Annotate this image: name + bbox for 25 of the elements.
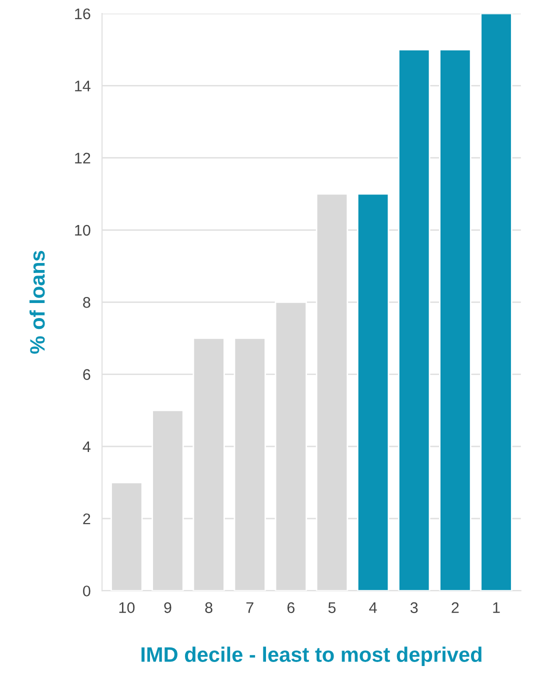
bar bbox=[480, 14, 512, 591]
y-tick-label: 16 bbox=[75, 8, 90, 20]
x-axis-title: IMD decile - least to most deprived bbox=[142, 646, 482, 666]
bar bbox=[439, 48, 472, 591]
y-tick-label: 4 bbox=[82, 441, 90, 452]
y-tick-label: 6 bbox=[83, 369, 90, 380]
x-tick-label: 4 bbox=[369, 602, 377, 613]
y-tick-label: 8 bbox=[83, 297, 90, 308]
x-tick-label: 2 bbox=[452, 602, 459, 613]
x-tick-label: 5 bbox=[328, 602, 336, 614]
x-tick-label: 1 bbox=[493, 602, 500, 613]
bar bbox=[356, 193, 390, 591]
x-tick-label: 8 bbox=[205, 602, 212, 614]
x-tick-label: 10 bbox=[119, 602, 135, 614]
y-tick-label: 2 bbox=[83, 513, 90, 524]
x-tick-label: 6 bbox=[287, 602, 295, 614]
y-axis-title: % of loans bbox=[30, 250, 45, 354]
y-tick-label: 12 bbox=[75, 152, 90, 164]
x-tick-label: 3 bbox=[410, 602, 418, 614]
y-tick-label: 14 bbox=[75, 80, 90, 92]
y-tick-label: 0 bbox=[83, 586, 90, 596]
bar bbox=[398, 48, 430, 591]
x-tick-label: 7 bbox=[246, 602, 254, 613]
y-tick-label: 10 bbox=[75, 224, 90, 236]
x-tick-label: 9 bbox=[164, 602, 172, 614]
